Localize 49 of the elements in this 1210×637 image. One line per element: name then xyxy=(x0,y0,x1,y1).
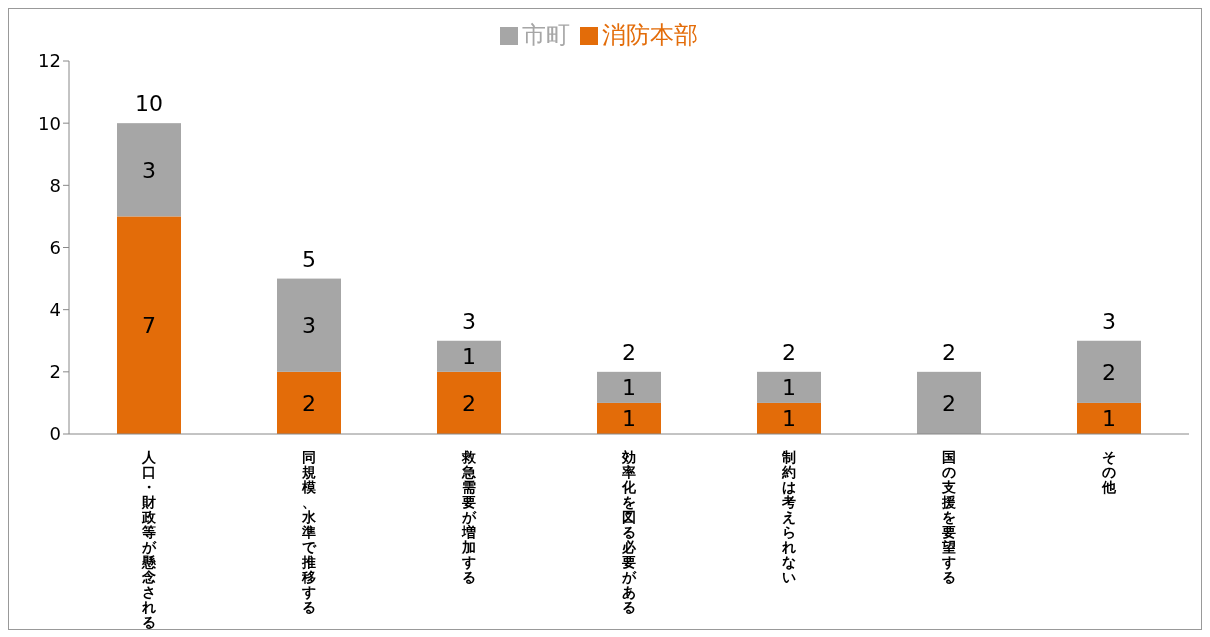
bar xyxy=(757,402,821,434)
total-label: 2 xyxy=(942,339,956,365)
legend-label: 市町 xyxy=(522,21,570,49)
bar xyxy=(437,340,501,372)
bar xyxy=(757,371,821,403)
bar xyxy=(117,216,181,434)
data-label: 3 xyxy=(142,157,156,183)
data-label: 7 xyxy=(142,313,156,339)
category-label: 人口・財政等が懸念される xyxy=(142,449,156,630)
y-tick-label: 0 xyxy=(49,423,61,445)
total-label: 2 xyxy=(782,339,796,365)
bar xyxy=(1077,402,1141,434)
data-label: 1 xyxy=(782,375,796,401)
total-label: 10 xyxy=(135,91,163,117)
total-label: 2 xyxy=(622,339,636,365)
bar xyxy=(1077,340,1141,403)
data-label: 2 xyxy=(942,390,956,416)
bar xyxy=(277,278,341,372)
data-label: 1 xyxy=(622,406,636,432)
category-label: 国の支援を要望する xyxy=(942,449,956,585)
y-tick-label: 2 xyxy=(49,361,61,383)
data-label: 1 xyxy=(622,375,636,401)
data-label: 1 xyxy=(462,344,476,370)
x-tick-label: その他 xyxy=(1101,449,1117,495)
total-label: 3 xyxy=(462,308,476,334)
data-label: 2 xyxy=(302,390,316,416)
bar xyxy=(437,371,501,434)
data-label: 1 xyxy=(1102,406,1116,432)
legend-label: 消防本部 xyxy=(602,21,698,49)
data-label: 1 xyxy=(782,406,796,432)
bar xyxy=(917,371,981,434)
bar xyxy=(277,371,341,434)
data-label: 3 xyxy=(302,313,316,339)
bar xyxy=(117,123,181,217)
category-label: 制約は考えられない xyxy=(782,449,796,585)
category-label: 効率化を図る必要がある xyxy=(622,449,636,615)
data-label: 2 xyxy=(1102,359,1116,385)
category-label: 救急需要が増加する xyxy=(462,449,476,585)
y-tick-label: 4 xyxy=(49,299,61,321)
category-label: 同規模、水準で推移する xyxy=(302,449,316,615)
y-tick-label: 8 xyxy=(49,174,61,196)
bar xyxy=(597,402,661,434)
data-label: 2 xyxy=(462,390,476,416)
y-tick-label: 12 xyxy=(38,50,61,72)
total-label: 3 xyxy=(1102,308,1116,334)
y-tick-label: 6 xyxy=(49,236,61,258)
bar xyxy=(597,371,661,403)
total-label: 5 xyxy=(302,246,316,272)
y-tick-label: 10 xyxy=(38,112,61,134)
